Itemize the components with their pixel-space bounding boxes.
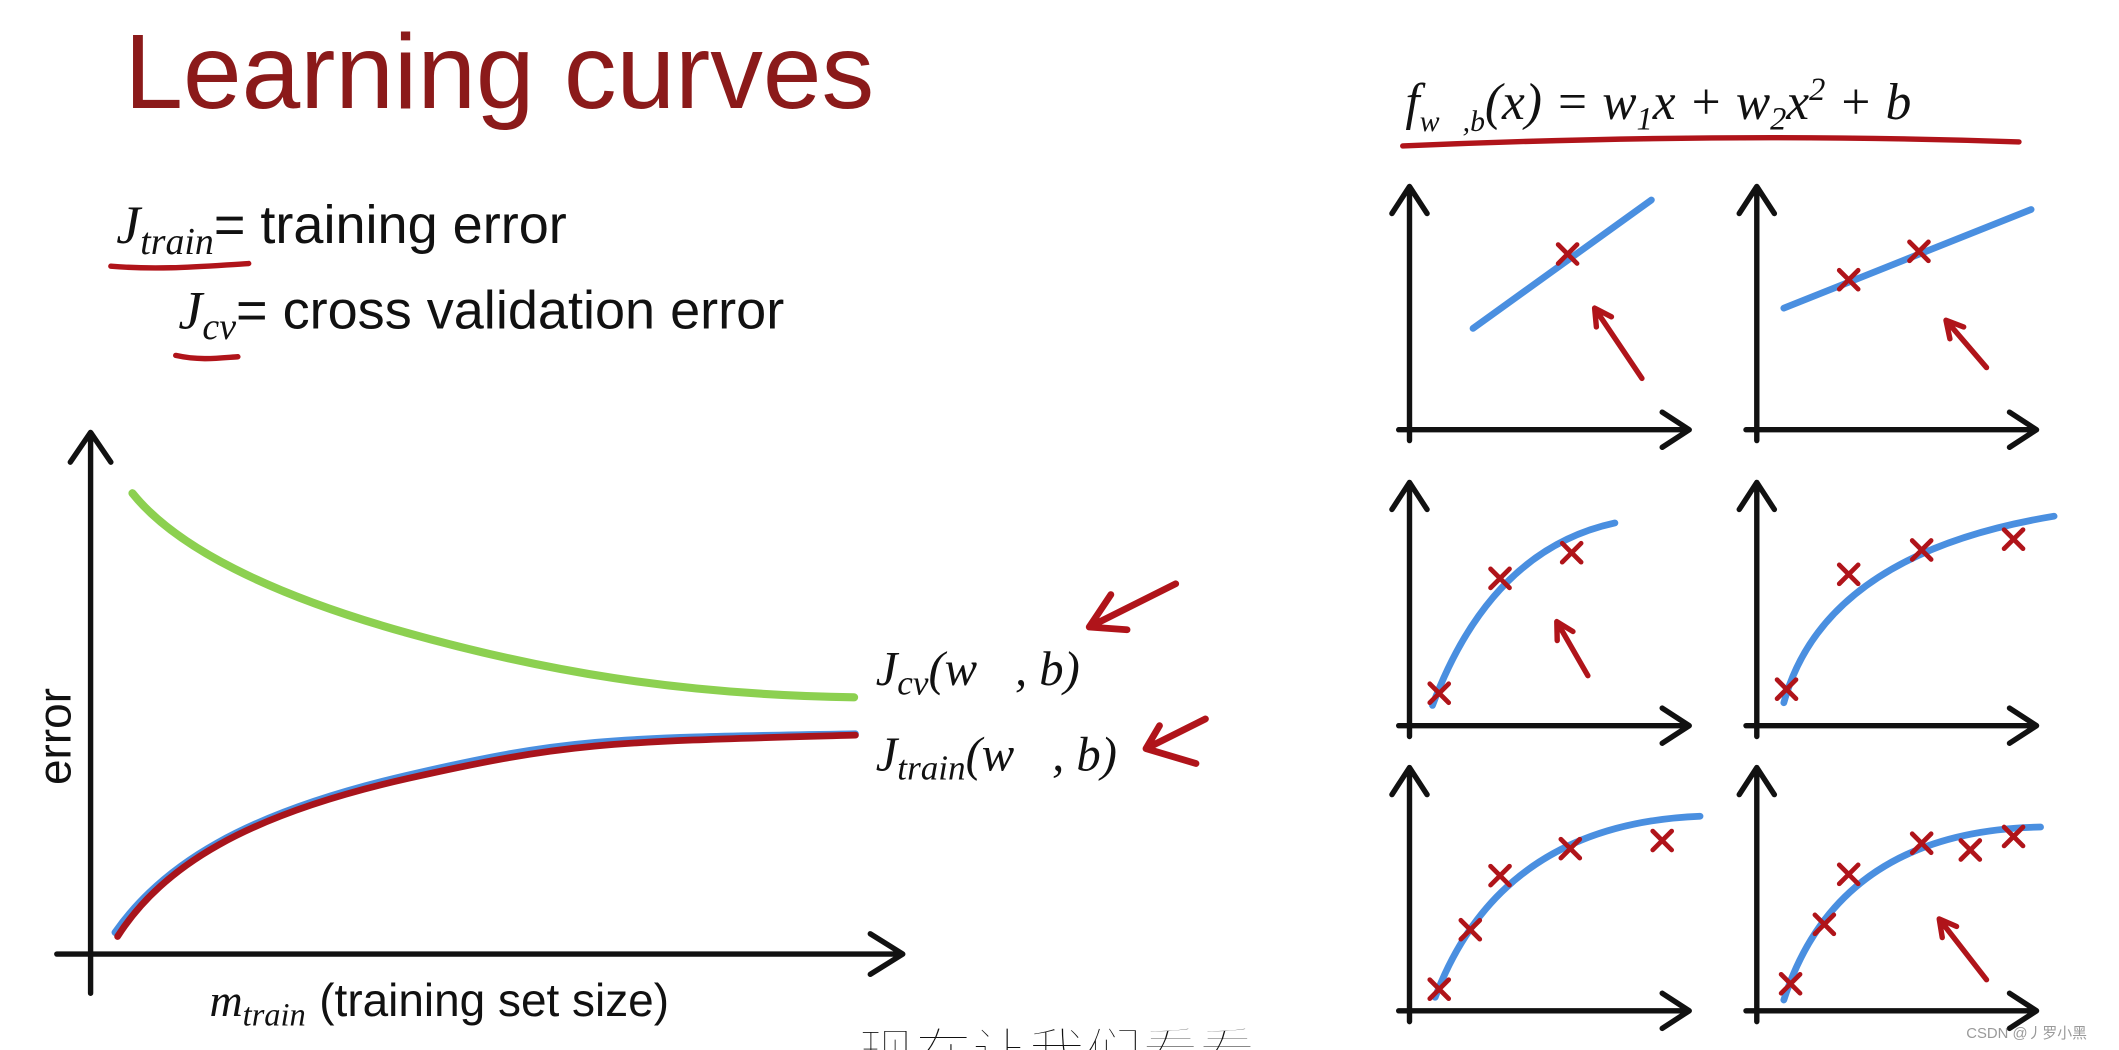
training-point — [1836, 562, 1861, 587]
x-axis — [1395, 705, 1692, 746]
definition-text: = cross validation error — [236, 280, 784, 340]
arrow — [1085, 580, 1180, 634]
training-point — [1458, 917, 1483, 942]
symbol: J — [116, 195, 143, 255]
formula-part: (x) = w — [1485, 74, 1637, 131]
underline — [108, 260, 252, 271]
x-label-text: (training set size) — [319, 974, 669, 1026]
args: (w⃗, b) — [966, 727, 1117, 781]
x-axis-label: mtrain (training set size) — [210, 974, 670, 1033]
curve-label: Jcv(w⃗, b) — [876, 642, 1080, 702]
subtitle: 现在让我们看看 — [858, 1024, 1255, 1050]
formula-part: + b — [1825, 74, 1911, 131]
training-point — [1836, 267, 1861, 292]
training-point — [1778, 971, 1803, 996]
training-point — [1812, 912, 1837, 937]
formula: fw⃗,b(x) = w1x + w2x2 + b — [1405, 72, 1911, 138]
title: Learning curves — [124, 14, 874, 131]
arrow — [1142, 715, 1209, 767]
formula-part: 2 — [1809, 72, 1825, 108]
subscript: train — [897, 749, 965, 788]
training-point — [1958, 838, 1983, 862]
definition: Jcv= cross validation error — [178, 280, 784, 348]
training-point — [1555, 242, 1580, 266]
y-axis-label: error — [28, 688, 80, 785]
arrow — [1591, 305, 1645, 382]
cv-curve — [128, 489, 859, 702]
training-point — [1909, 831, 1934, 856]
y-axis — [1736, 479, 1778, 740]
x-axis — [1743, 409, 2040, 450]
fit-curve — [1431, 812, 1704, 1001]
training-point — [1909, 538, 1934, 562]
formula-part: 1 — [1637, 102, 1653, 138]
y-axis — [1736, 183, 1778, 444]
subscript: cv — [202, 306, 236, 348]
x-axis — [1395, 990, 1692, 1032]
x-axis — [1743, 990, 2040, 1032]
training-point — [1774, 677, 1799, 702]
training-point — [1836, 862, 1861, 887]
formula-part: 2 — [1770, 102, 1786, 138]
underline — [1400, 134, 2022, 149]
formula-part: x — [1785, 74, 1809, 131]
arrow — [1943, 317, 1990, 371]
subscript: train — [243, 998, 306, 1034]
training-point — [1427, 681, 1452, 706]
symbol: m — [210, 975, 243, 1026]
training-point — [1559, 540, 1584, 565]
training-point — [1650, 828, 1675, 853]
underline — [173, 352, 241, 362]
training-point — [2001, 527, 2026, 552]
training-point — [1427, 977, 1452, 1002]
symbol: J — [178, 280, 205, 340]
training-point — [2001, 824, 2026, 849]
arrow — [1554, 618, 1591, 679]
definition: Jtrain= training error — [116, 195, 567, 263]
training-point — [1558, 836, 1583, 861]
training-point — [1907, 239, 1931, 264]
x-axis — [1395, 409, 1692, 450]
y-axis — [1389, 764, 1430, 1025]
training-point — [1488, 863, 1512, 888]
formula-part: w⃗,b — [1420, 106, 1485, 138]
fit-curve — [1780, 823, 2044, 1004]
main-plot: error mtrain (training set size) Jcv(w⃗, … — [28, 429, 1209, 1034]
arrow — [1936, 916, 1990, 983]
subscript: train — [140, 221, 214, 263]
subscript: cv — [897, 664, 929, 703]
fit-curve — [1780, 206, 2035, 312]
y-axis — [1736, 764, 1778, 1025]
y-axis — [1389, 479, 1430, 740]
symbol: J — [876, 642, 900, 696]
formula-part: x + w — [1652, 74, 1770, 131]
train-curve — [114, 731, 859, 940]
args: (w⃗, b) — [928, 642, 1079, 696]
small-plots — [1389, 183, 2058, 1032]
curve-label: Jtrain(w⃗, b) — [876, 727, 1117, 787]
definition-text: = training error — [214, 195, 567, 255]
y-axis — [67, 429, 114, 996]
fit-curve — [1469, 196, 1655, 332]
fit-curve — [1780, 512, 2058, 707]
x-axis — [54, 931, 906, 978]
training-point — [1488, 566, 1512, 591]
watermark: CSDN @丿罗小黑 — [1966, 1025, 2087, 1042]
x-axis — [1743, 705, 2040, 746]
symbol: J — [876, 727, 900, 781]
y-axis — [1389, 183, 1430, 444]
